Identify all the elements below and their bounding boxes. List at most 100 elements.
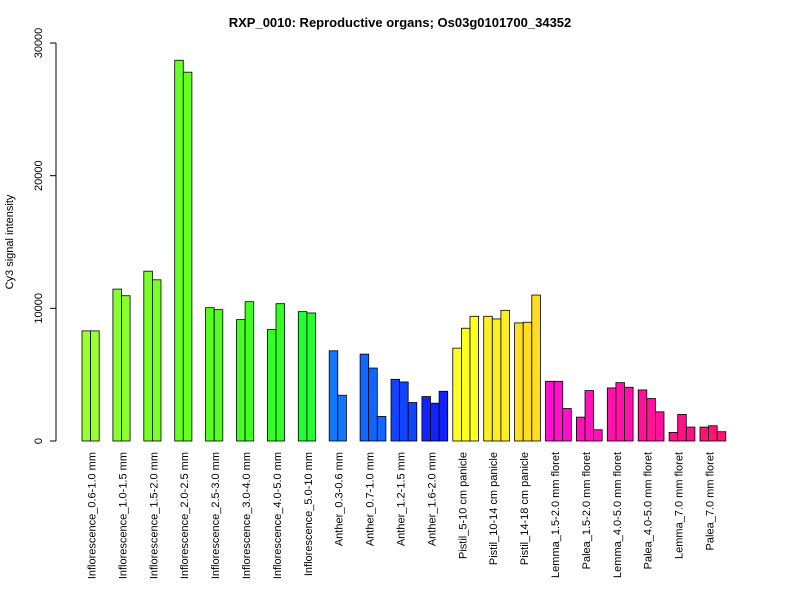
bar — [182, 71, 193, 442]
bar — [151, 279, 162, 442]
x-tick-labels: Inflorescence_0.6-1.0 mm Inflorescence_1.… — [87, 452, 717, 579]
x-tick-label: Inflorescence_1.5-2.0 mm — [148, 452, 160, 579]
bar — [407, 402, 418, 442]
bar — [469, 315, 480, 442]
bar — [390, 378, 401, 442]
chart-title: RXP_0010: Reproductive organs; Os03g0101… — [229, 15, 572, 30]
bar-group — [514, 294, 541, 442]
bar-group — [483, 309, 510, 442]
bar-group — [359, 353, 387, 442]
bar — [615, 382, 625, 442]
x-tick-label: Inflorescence_2.5-3.0 mm — [210, 452, 222, 579]
x-tick-label: Pistil_5-10 cm panicle — [457, 452, 469, 559]
bar — [297, 311, 308, 442]
y-tick-label: 20000 — [33, 160, 45, 191]
bar — [606, 387, 617, 442]
bar — [668, 431, 679, 442]
bar — [522, 321, 533, 442]
x-tick-label: Anther_1.6-2.0 mm — [426, 452, 438, 546]
bar — [593, 429, 603, 442]
x-tick-label: Inflorescence_2.0-2.5 mm — [179, 452, 191, 579]
bar — [368, 367, 378, 442]
bar — [337, 394, 347, 442]
bar — [213, 309, 224, 442]
bar-group — [699, 425, 727, 442]
bar — [399, 381, 409, 442]
bar — [637, 389, 648, 442]
bar — [174, 59, 184, 442]
bar — [143, 270, 153, 442]
x-tick-label: Lemma_7.0 mm floret — [674, 452, 686, 559]
bar — [553, 380, 564, 442]
bar — [716, 431, 727, 442]
bar-group — [236, 301, 255, 442]
bar — [438, 390, 449, 442]
bar — [699, 426, 710, 442]
bar-group — [174, 59, 193, 442]
bar — [655, 411, 665, 442]
bar-group — [421, 390, 449, 442]
bar-group — [390, 378, 418, 442]
bar — [430, 402, 440, 442]
bar-group — [545, 380, 572, 442]
x-tick-label: Anther_0.3-0.6 mm — [334, 452, 346, 546]
y-tick-label: 10000 — [33, 293, 45, 324]
x-tick-label: Palea_7.0 mm floret — [705, 452, 717, 550]
bar — [460, 327, 471, 442]
bar — [483, 315, 493, 442]
bar — [514, 322, 524, 442]
bar — [244, 301, 255, 442]
bar-group — [266, 303, 286, 442]
bar-group — [205, 307, 224, 442]
x-tick-label: Inflorescence_4.0-5.0 mm — [272, 452, 284, 579]
bar — [562, 408, 572, 442]
bar-group — [576, 390, 603, 442]
y-tick-label: 30000 — [33, 28, 45, 59]
x-tick-label: Lemma_1.5-2.0 mm floret — [550, 452, 562, 578]
bar — [545, 380, 555, 442]
y-tick-label: 0 — [33, 438, 45, 444]
bar-group — [297, 311, 316, 442]
x-tick-label: Anther_1.2-1.5 mm — [396, 452, 408, 546]
x-tick-label: Inflorescence_1.0-1.5 mm — [117, 452, 129, 579]
bar — [421, 396, 431, 442]
bar — [708, 425, 718, 442]
x-tick-label: Anther_0.7-1.0 mm — [365, 452, 377, 546]
bar — [81, 330, 92, 442]
bar — [576, 416, 586, 442]
bar — [275, 303, 286, 442]
bar — [359, 353, 370, 442]
bar — [90, 330, 100, 442]
bar — [624, 386, 634, 442]
y-axis: 0 10000 20000 30000 — [33, 28, 57, 444]
x-tick-label: Pistil_10-14 cm panicle — [488, 452, 500, 565]
bar — [685, 426, 696, 442]
x-tick-label: Inflorescence_0.6-1.0 mm — [87, 452, 99, 579]
bar-group — [328, 350, 347, 442]
bar — [266, 329, 277, 442]
bar-group — [637, 389, 665, 442]
bar — [646, 398, 656, 442]
bar — [112, 288, 122, 442]
bar — [491, 318, 502, 442]
bar — [306, 312, 316, 442]
bar — [531, 294, 541, 442]
bar-group — [112, 288, 131, 442]
bar-group — [668, 414, 696, 442]
bar — [121, 295, 131, 442]
bar-group — [81, 330, 100, 442]
bar — [376, 416, 387, 442]
x-tick-label: Palea_1.5-2.0 mm floret — [581, 452, 593, 569]
bar — [236, 319, 246, 442]
bars-layer — [81, 59, 727, 442]
bar-group — [452, 315, 480, 442]
bar — [584, 390, 595, 442]
y-axis-label: Cy3 signal intensity — [4, 194, 16, 289]
x-tick-label: Inflorescence_3.0-4.0 mm — [241, 452, 253, 579]
bar — [452, 347, 462, 442]
bar — [328, 350, 339, 442]
x-tick-label: Lemma_4.0-5.0 mm floret — [612, 452, 624, 578]
x-tick-label: Inflorescence_5.0-10 mm — [303, 452, 315, 576]
bar — [205, 307, 215, 442]
